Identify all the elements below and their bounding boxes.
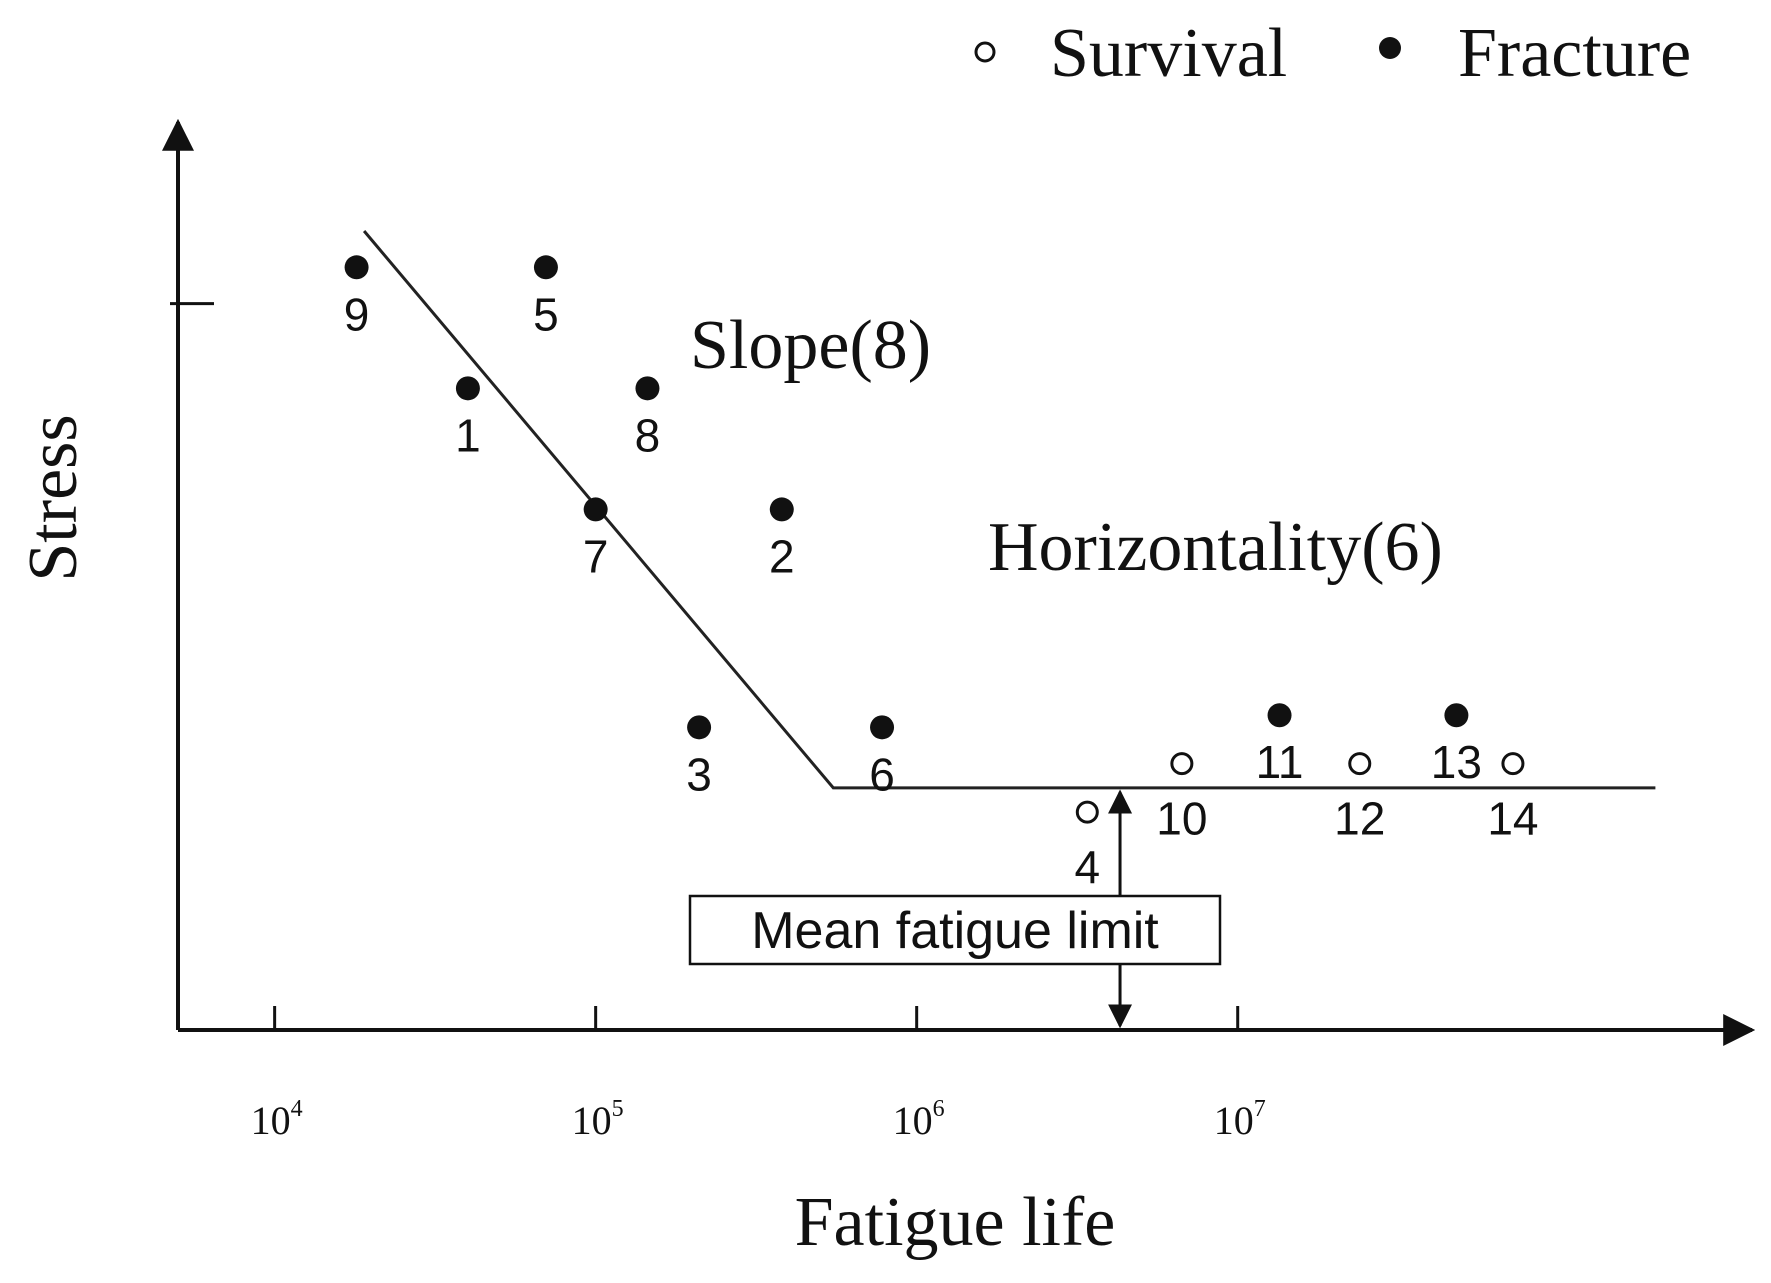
point-label: 8: [635, 409, 661, 461]
legend-fracture-marker: [1379, 37, 1401, 59]
x-tick-label: 104: [251, 1096, 303, 1143]
sn-curve-line: [362, 230, 1656, 790]
survival-point: [1348, 752, 1372, 776]
legend-fracture-label: Fracture: [1458, 15, 1691, 92]
point-label: 7: [583, 530, 609, 582]
x-tick-label: 107: [1214, 1096, 1266, 1143]
legend-survival-marker: [974, 41, 996, 63]
fracture-point: [1267, 703, 1292, 728]
point-label: 13: [1431, 736, 1482, 788]
point-label: 6: [869, 748, 895, 800]
point-label: 5: [533, 288, 559, 340]
point-label: 10: [1156, 793, 1207, 845]
fracture-point: [344, 255, 369, 280]
point-label: 4: [1075, 841, 1101, 893]
legend-survival-label: Survival: [1050, 15, 1287, 92]
point-label: 9: [344, 288, 370, 340]
point-label: 12: [1334, 793, 1385, 845]
annotation-horizontality: Horizontality(6): [988, 509, 1443, 586]
x-axis-title: Fatigue life: [795, 1184, 1116, 1261]
fracture-point: [455, 376, 480, 401]
x-tick-label: 105: [572, 1096, 624, 1143]
data-points: 9 5 1 8 7 2 3 6 11 13 4 10 12 14: [344, 255, 1539, 893]
point-label: 14: [1487, 793, 1538, 845]
fracture-point: [687, 715, 712, 740]
survival-point: [1170, 752, 1194, 776]
mean-fatigue-limit-label: Mean fatigue limit: [751, 902, 1159, 960]
fracture-point: [533, 255, 558, 280]
point-label: 11: [1256, 736, 1304, 788]
y-axis-title: Stress: [15, 414, 92, 581]
fracture-point: [870, 715, 895, 740]
fracture-point: [635, 376, 660, 401]
point-label: 3: [686, 748, 712, 800]
annotation-slope: Slope(8): [690, 307, 931, 384]
fracture-point: [1444, 703, 1469, 728]
fracture-point: [583, 497, 608, 522]
survival-point: [1501, 752, 1525, 776]
x-ticks: 104 105 106 107: [251, 1006, 1266, 1143]
survival-point: [1075, 800, 1099, 824]
point-label: 2: [769, 530, 795, 582]
point-label: 1: [455, 409, 481, 461]
fracture-point: [769, 497, 794, 522]
mean-fatigue-limit-box: [688, 894, 1222, 966]
legend: Survival Fracture: [974, 15, 1691, 92]
x-tick-label: 106: [893, 1096, 945, 1143]
